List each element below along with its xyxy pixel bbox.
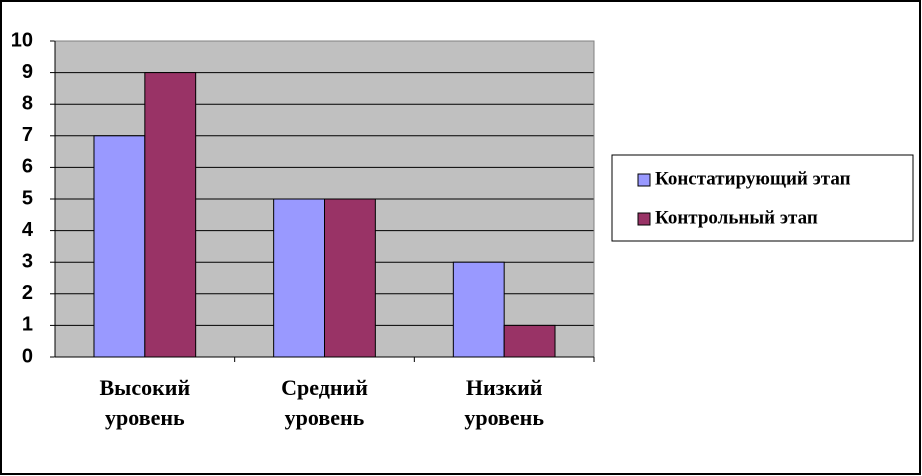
legend-swatch — [637, 212, 651, 226]
y-tick-label: 4 — [22, 219, 34, 241]
y-tick-label: 5 — [22, 187, 33, 209]
y-tick-label: 2 — [22, 282, 33, 304]
y-tick-label: 9 — [22, 61, 33, 83]
y-tick-label: 7 — [22, 124, 33, 146]
bar — [273, 198, 325, 358]
y-tick-label: 10 — [11, 29, 33, 51]
y-tick-label: 6 — [22, 156, 33, 178]
y-tick-label: 0 — [22, 345, 33, 367]
x-tick-label: Низкий уровень — [464, 375, 544, 430]
bar — [503, 324, 556, 358]
bar — [452, 261, 505, 358]
legend-label: Констатирующий этап — [655, 168, 851, 189]
bar — [93, 135, 146, 358]
legend-swatch — [637, 173, 651, 187]
bar — [324, 198, 376, 358]
x-tick-label: Средний уровень — [281, 375, 368, 430]
x-tick-label: Высокий уровень — [99, 375, 191, 430]
legend-box — [611, 154, 914, 242]
bar — [144, 72, 197, 358]
y-tick-label: 3 — [22, 250, 33, 272]
y-tick-label: 8 — [22, 92, 33, 114]
legend-label: Контрольный этап — [655, 207, 818, 228]
y-tick-label: 1 — [22, 314, 33, 336]
